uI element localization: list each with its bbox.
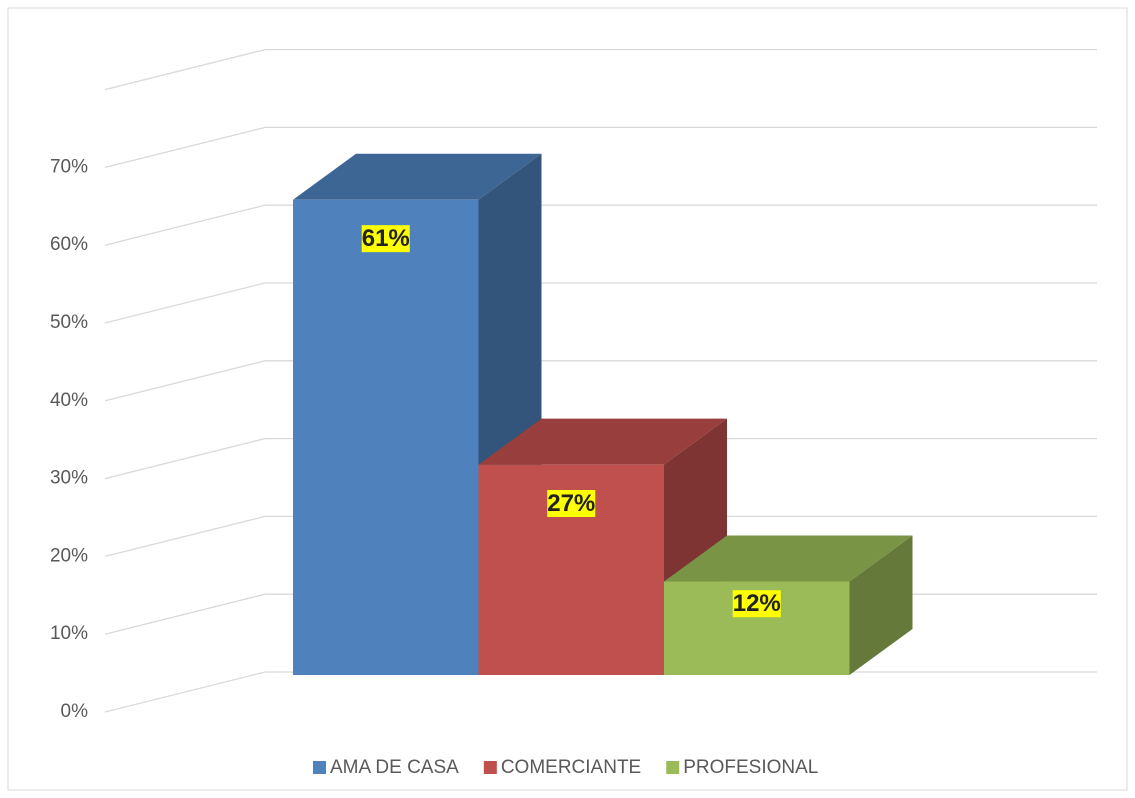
legend-swatch (313, 761, 326, 774)
grid-line (104, 360, 1097, 402)
legend-swatch (483, 761, 497, 774)
legend-label: AMA DE CASA (330, 757, 459, 778)
grid-line (104, 437, 1097, 480)
bar-top (478, 418, 727, 465)
y-tick-label: 10% (50, 623, 88, 644)
y-tick-label: 30% (50, 468, 88, 489)
y-tick-label: 60% (50, 234, 88, 255)
bar (293, 199, 479, 675)
y-tick-label: 70% (50, 156, 88, 177)
y-tick-label: 20% (50, 545, 88, 566)
y-tick-label: 40% (50, 390, 88, 411)
y-tick-label: 0% (61, 701, 89, 722)
legend-swatch (666, 761, 680, 774)
y-tick-label: 50% (50, 312, 88, 333)
legend-label: PROFESIONAL (683, 757, 818, 778)
bar-top (664, 535, 913, 582)
value-label-bg (547, 490, 596, 518)
grid-line (104, 515, 1097, 558)
bar-top (293, 153, 542, 200)
grid-line (104, 282, 1097, 324)
value-label: 12% (733, 590, 781, 617)
grid-top (104, 48, 1097, 91)
legend-label: COMERCIANTE (501, 757, 641, 778)
value-label: 61% (362, 225, 410, 252)
grid-line (104, 126, 1097, 169)
value-label: 27% (547, 490, 595, 517)
bar-side (849, 535, 913, 675)
value-label-bg (361, 225, 410, 253)
grid-line (104, 204, 1097, 246)
value-label-bg (732, 590, 781, 618)
